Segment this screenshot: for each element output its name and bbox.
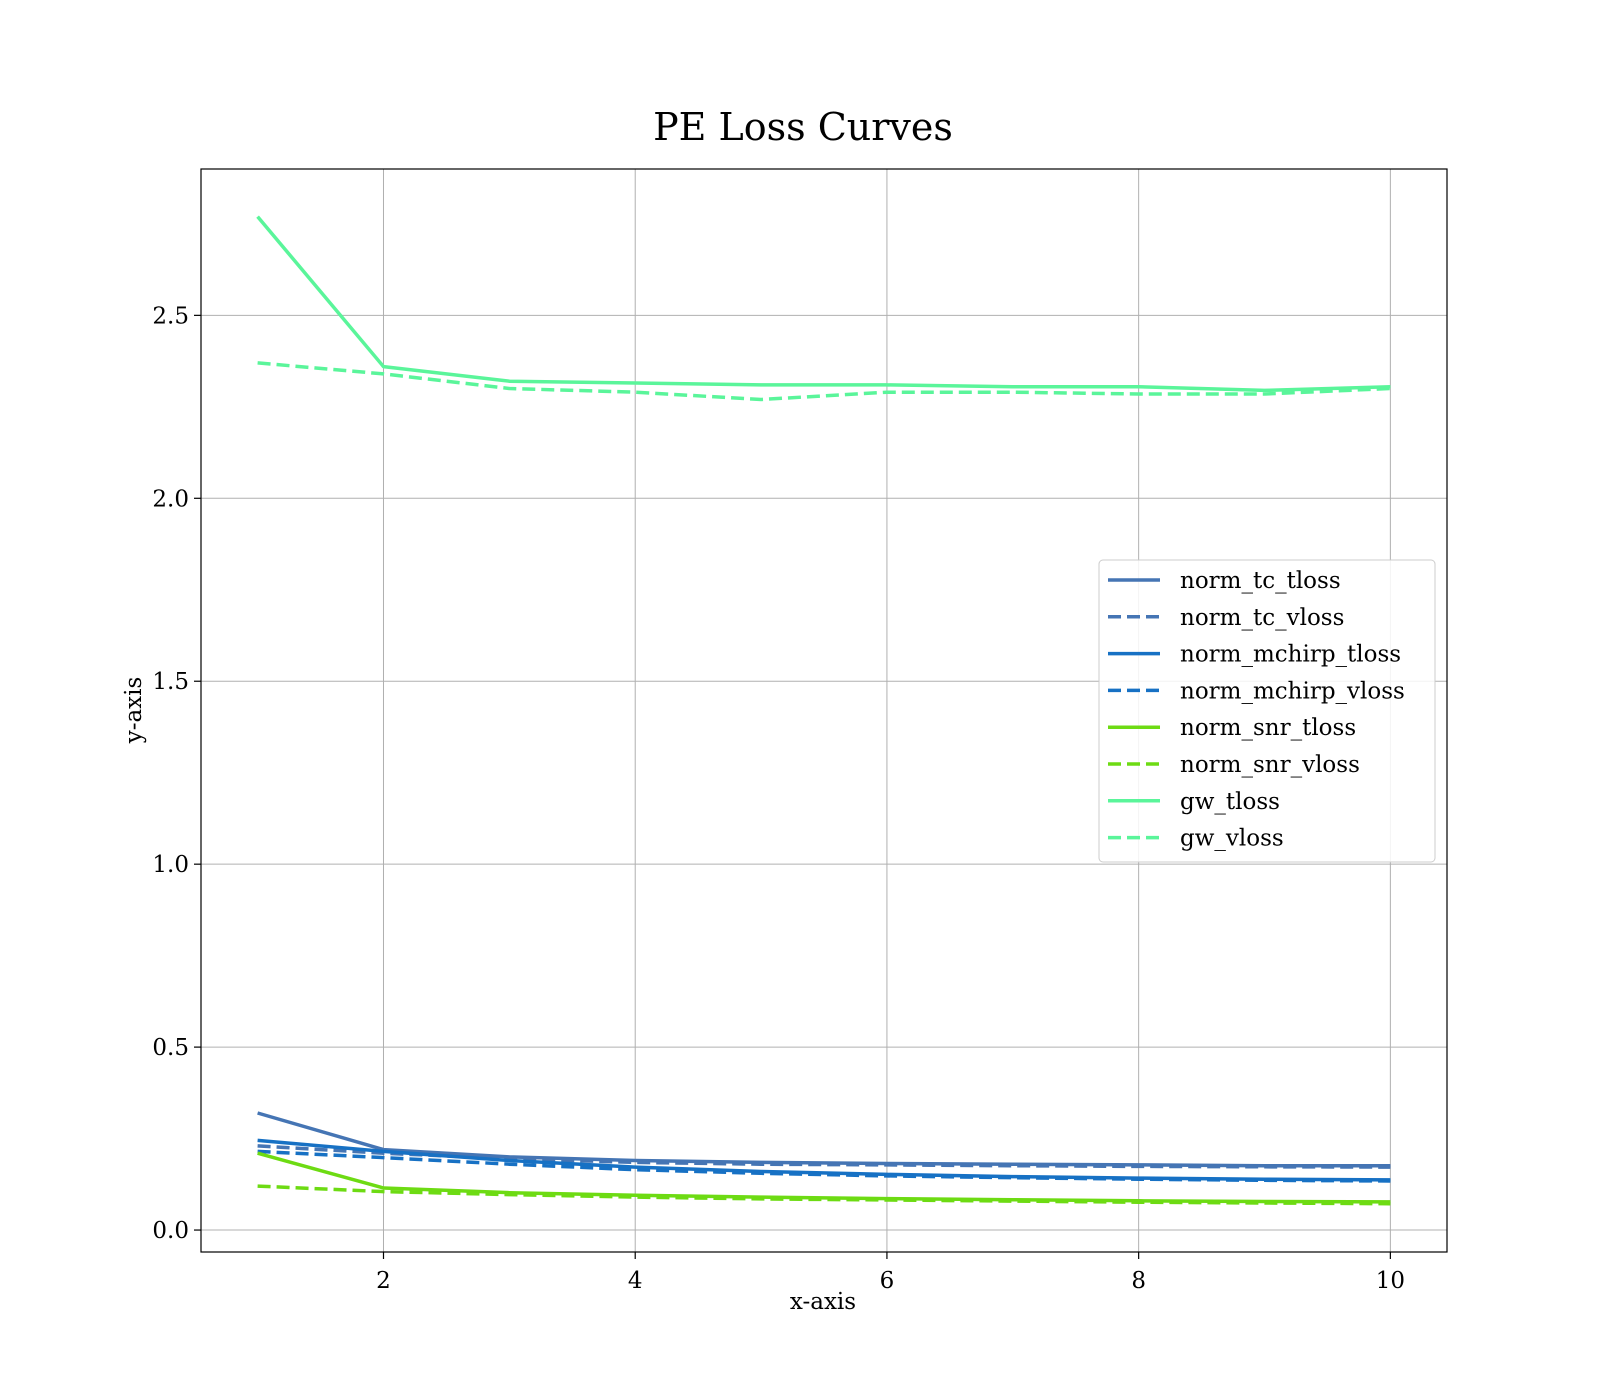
x-tick-label: 10 [1376, 1268, 1405, 1294]
x-tick-label: 8 [1131, 1268, 1146, 1294]
y-tick-label: 1.0 [152, 852, 189, 878]
plot-series [256, 215, 1391, 1206]
x-axis-label: x-axis [790, 1289, 856, 1315]
series-line-norm-mchirp-tloss [257, 1138, 1391, 1182]
x-axis-ticks: 2 4 6 8 10 [376, 1252, 1405, 1294]
legend-label: norm_tc_vloss [1180, 605, 1344, 631]
y-tick-label: 2.0 [152, 486, 189, 512]
legend: norm_tc_tloss norm_tc_vloss norm_mchirp_tl… [1098, 559, 1436, 863]
series-line-gw-vloss [257, 361, 1391, 402]
series-line-gw-tloss [256, 215, 1391, 393]
x-tick-label: 4 [628, 1268, 643, 1294]
legend-label: norm_mchirp_tloss [1180, 642, 1401, 668]
legend-label: norm_mchirp_vloss [1180, 678, 1405, 704]
series-line-norm-tc-tloss [257, 1111, 1391, 1168]
legend-box [1098, 559, 1436, 863]
legend-label: norm_snr_tloss [1180, 715, 1356, 741]
plot-frame [200, 168, 1448, 1253]
x-tick-label: 2 [376, 1268, 391, 1294]
chart-title: PE Loss Curves [653, 105, 953, 149]
y-tick-label: 0.0 [152, 1218, 189, 1244]
y-tick-label: 1.5 [152, 669, 189, 695]
legend-label: norm_tc_tloss [1180, 568, 1341, 594]
y-axis-label: y-axis [121, 677, 147, 745]
y-axis-ticks: 0.0 0.5 1.0 1.5 2.0 2.5 [152, 303, 201, 1244]
series-line-norm-snr-tloss [257, 1151, 1391, 1204]
x-tick-label: 6 [880, 1268, 895, 1294]
legend-label: norm_snr_vloss [1180, 752, 1360, 778]
y-tick-label: 2.5 [152, 303, 189, 329]
y-tick-label: 0.5 [152, 1035, 189, 1061]
legend-label: gw_vloss [1180, 826, 1284, 852]
legend-label: gw_tloss [1180, 789, 1280, 815]
